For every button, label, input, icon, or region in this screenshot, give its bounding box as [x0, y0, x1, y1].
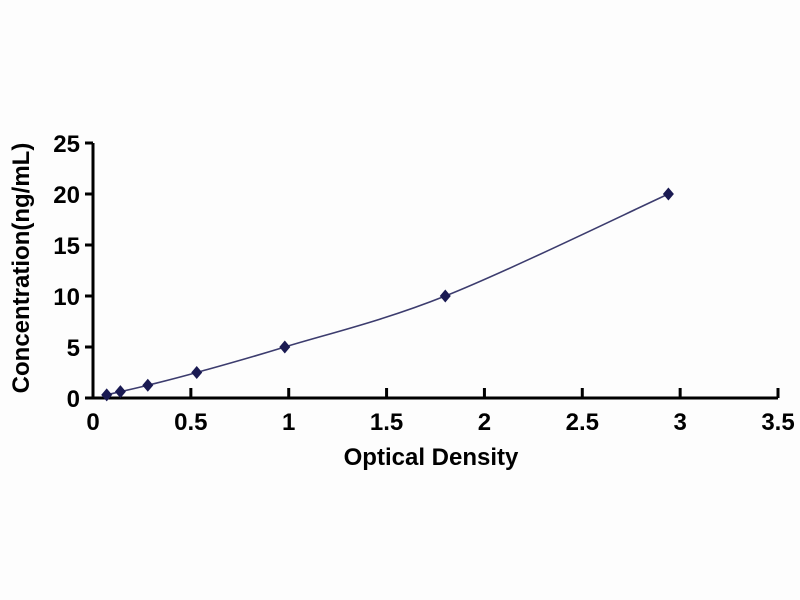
data-point-marker	[662, 187, 674, 201]
y-tick-label: 10	[53, 284, 80, 311]
x-tick-label: 1	[282, 409, 295, 436]
y-tick-label: 0	[67, 386, 80, 413]
x-tick-label: 2.5	[566, 409, 599, 436]
data-point-marker	[101, 388, 113, 402]
x-tick-label: 0.5	[174, 409, 207, 436]
plot-area: 0 5 10 15 20 25 0 0.5 1 1.5 2 2.5 3 3.5	[53, 131, 794, 436]
y-tick-label: 15	[53, 233, 80, 260]
standard-curve-line	[106, 193, 669, 396]
x-tick-label: 0	[86, 409, 99, 436]
data-point-marker	[439, 289, 451, 303]
x-tick-label: 3	[673, 409, 686, 436]
x-tick-label: 1.5	[370, 409, 403, 436]
x-tick-label: 3.5	[761, 409, 794, 436]
data-point-marker	[279, 340, 291, 354]
data-point-marker	[191, 366, 203, 379]
y-tick-label: 25	[53, 131, 80, 158]
x-axis-title: Optical Density	[344, 444, 519, 471]
data-point-marker	[114, 385, 126, 399]
y-tick-label: 20	[53, 182, 80, 209]
data-point-marker	[142, 378, 154, 392]
y-tick-label: 5	[67, 335, 80, 362]
x-tick-label: 2	[478, 409, 491, 436]
y-axis-title: Concentration(ng/mL)	[8, 143, 35, 394]
